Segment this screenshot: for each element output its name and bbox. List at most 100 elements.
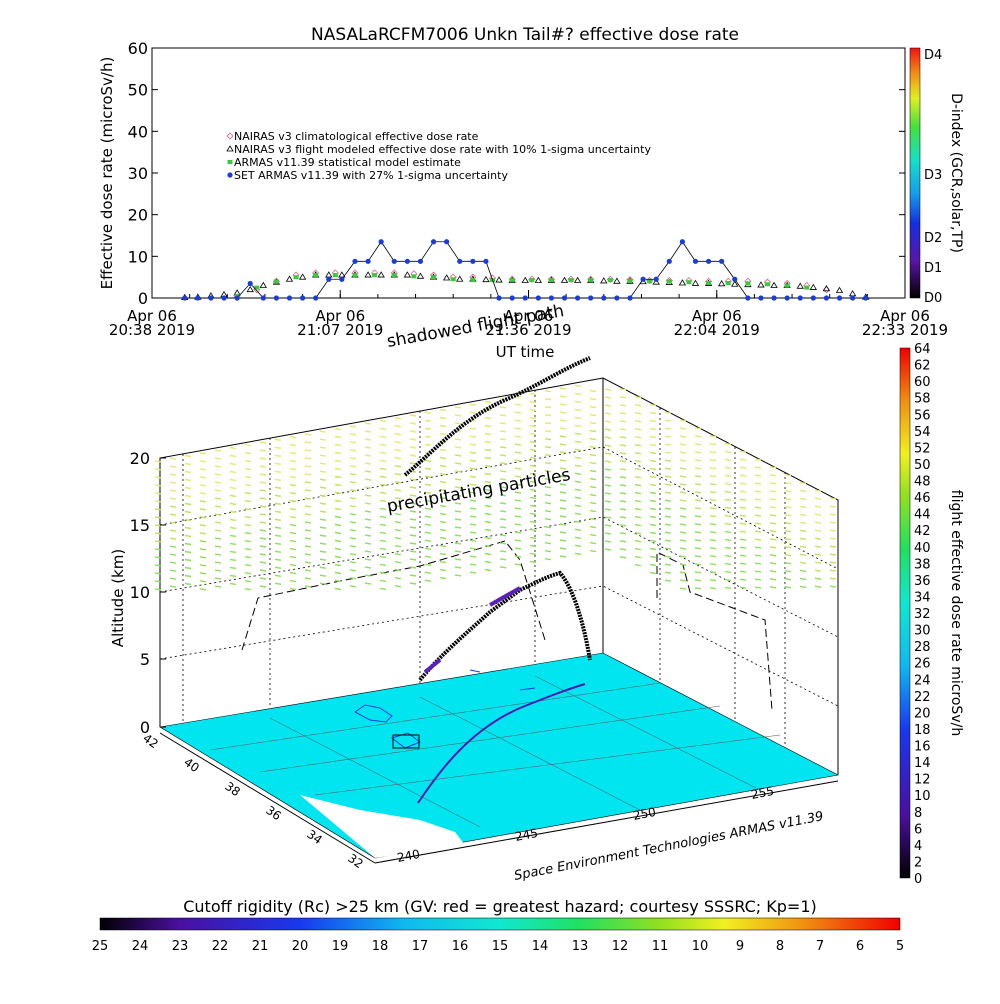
particle-mark [499, 414, 507, 417]
data-point [757, 281, 765, 288]
particle-mark [319, 558, 327, 561]
particle-mark [289, 475, 297, 479]
particle-mark [274, 574, 282, 577]
particle-mark [364, 438, 372, 441]
particle-mark [814, 577, 822, 580]
data-point [522, 295, 528, 301]
particle-mark [304, 569, 312, 572]
particle-mark [664, 467, 672, 470]
particle-mark [769, 514, 777, 517]
particle-mark [499, 502, 507, 505]
particle-mark [664, 427, 672, 430]
particle-mark [334, 579, 342, 583]
data-point [430, 239, 437, 245]
particle-mark [469, 483, 477, 486]
particle-mark [439, 544, 447, 548]
particle-mark [574, 464, 582, 467]
rc-tick: 16 [452, 939, 469, 954]
particle-mark [259, 505, 267, 508]
particle-mark [634, 531, 642, 535]
particle-mark [274, 566, 282, 569]
particle-mark [664, 523, 672, 526]
particle-mark [289, 547, 297, 551]
particle-mark [469, 507, 477, 510]
particle-mark [154, 556, 162, 559]
data-point [221, 295, 227, 301]
particle-mark [289, 467, 297, 471]
particle-mark [754, 482, 762, 485]
dose-tick: 0 [914, 872, 922, 887]
particle-mark [799, 561, 807, 565]
particle-mark [754, 474, 762, 477]
particle-mark [454, 574, 462, 577]
dose-tick: 22 [914, 690, 931, 705]
particle-mark [709, 546, 717, 550]
d-index-label: D-index (GCR,solar,TP) [948, 93, 964, 253]
particle-mark [154, 508, 162, 511]
particle-mark [484, 488, 492, 492]
data-point [521, 276, 529, 283]
d-index-colorbar [909, 47, 921, 299]
particle-mark [274, 478, 282, 481]
particle-mark [679, 515, 687, 518]
data-point [260, 295, 266, 301]
particle-mark [304, 457, 312, 460]
particle-mark [199, 524, 207, 527]
rc-tick: 22 [212, 939, 229, 954]
particle-mark [229, 502, 237, 506]
particle-mark [349, 473, 357, 476]
data-point [640, 276, 646, 282]
particle-mark [754, 514, 762, 517]
particle-mark [574, 504, 582, 507]
particle-mark [679, 531, 687, 534]
particle-mark [349, 497, 357, 500]
particle-mark [544, 510, 552, 513]
dose-colorbar-label: flight effective dose rate microSv/h [948, 490, 964, 736]
particle-mark [694, 587, 702, 590]
particle-mark [724, 554, 732, 558]
particle-mark [169, 553, 177, 556]
particle-mark [469, 563, 477, 566]
particle-mark [784, 521, 792, 525]
particle-mark [244, 508, 252, 511]
particle-mark [619, 484, 627, 487]
particle-mark [814, 497, 822, 500]
particle-mark [289, 587, 297, 591]
particle-mark [709, 506, 717, 510]
particle-mark [469, 539, 477, 542]
dose-tick: 40 [914, 541, 931, 556]
particle-mark [589, 445, 597, 449]
d-index-tick: D3 [924, 168, 942, 183]
particle-mark [409, 438, 417, 441]
data-point [717, 280, 726, 287]
particle-mark [544, 438, 552, 441]
particle-mark [454, 534, 462, 537]
particle-mark [709, 578, 717, 582]
particle-mark [739, 530, 747, 533]
particle-mark [604, 404, 612, 407]
particle-mark [244, 556, 252, 559]
particle-mark [469, 571, 477, 574]
particle-mark [634, 555, 642, 559]
particle-mark [664, 419, 672, 422]
data-point [692, 258, 699, 264]
particle-mark [589, 413, 597, 417]
particle-mark [574, 520, 582, 523]
data-point [293, 275, 299, 280]
particle-mark [529, 408, 537, 412]
rc-tick: 9 [736, 939, 744, 954]
dose-timeseries-chart: NASALaRCFM7006 Unkn Tail#? effective dos… [98, 25, 964, 361]
particle-mark [469, 547, 477, 550]
particle-mark [439, 504, 447, 508]
particle-mark [634, 411, 642, 415]
particle-mark [649, 427, 657, 431]
particle-mark [784, 489, 792, 493]
particle-mark [409, 494, 417, 497]
particle-mark [604, 412, 612, 415]
particle-mark [379, 515, 387, 519]
data-point [208, 295, 214, 301]
particle-mark [229, 566, 237, 570]
particle-mark [364, 494, 372, 497]
data-point [836, 295, 843, 301]
particle-mark [574, 480, 582, 483]
